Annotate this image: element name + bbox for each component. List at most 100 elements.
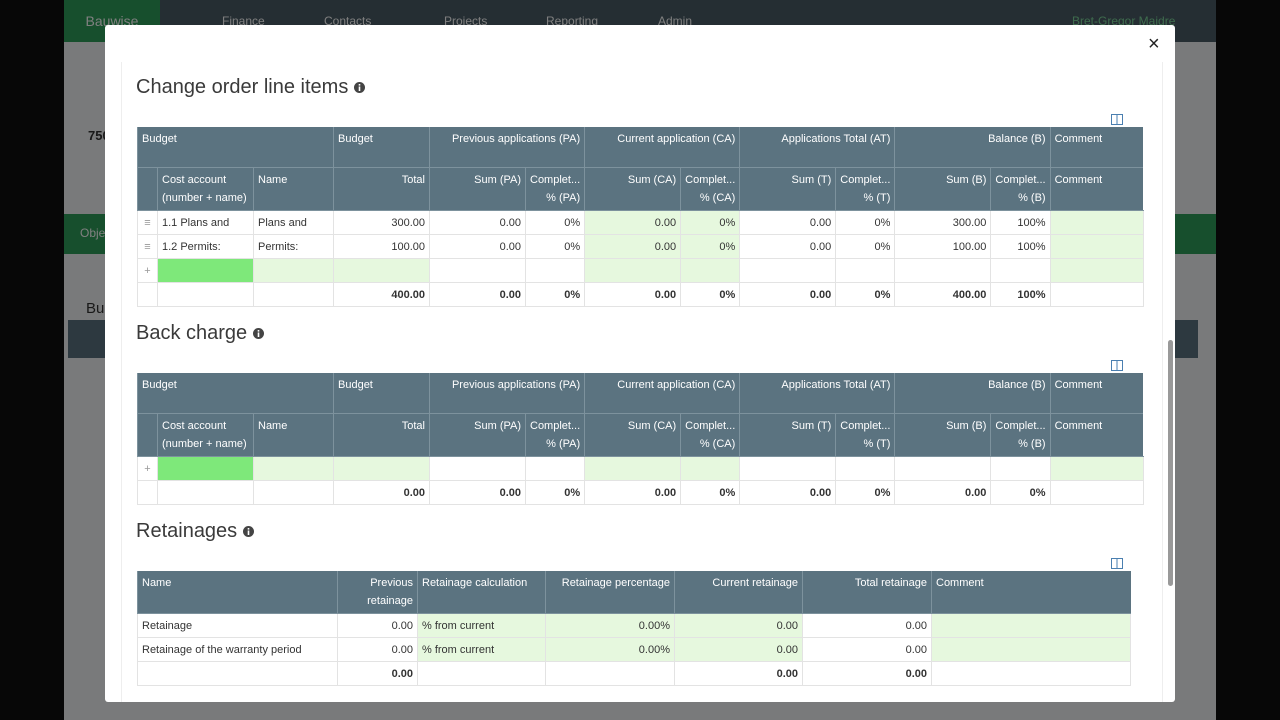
- cell: Plans and: [253, 210, 334, 235]
- table: Budget Budget Previous applications (PA) Cu…: [137, 373, 1144, 505]
- total-value: 0.00: [654, 288, 677, 301]
- back-charge-table: Budget Budget Previous applications (PA) Cu…: [137, 373, 1144, 505]
- total-row: 0.00 0.00 0% 0.00 0% 0.00 0% 0.00 0%: [137, 480, 1144, 505]
- cell: % from current: [417, 613, 546, 638]
- cell: [157, 282, 254, 307]
- input-cell: [333, 258, 430, 283]
- cell: 0%: [835, 234, 896, 259]
- column-header: Complet... % (T): [835, 167, 895, 211]
- group-header: Applications Total (AT): [739, 373, 895, 414]
- total-value: 0.00: [809, 486, 832, 499]
- cell: 0.00: [739, 234, 837, 259]
- cell: 300.00: [894, 210, 992, 235]
- cell: 0%: [524, 210, 586, 235]
- cell: [931, 637, 1131, 662]
- input-cell: [429, 258, 526, 283]
- group-header: Applications Total (AT): [739, 127, 895, 168]
- column-header: Name: [137, 571, 338, 614]
- total-cell: 0.00: [674, 661, 803, 686]
- column-toggle[interactable]: [1111, 114, 1123, 125]
- cell-value: 0.00: [905, 619, 927, 632]
- cell: [931, 613, 1131, 638]
- total-value: 0%: [1029, 486, 1046, 499]
- add-row: +: [137, 258, 1144, 283]
- total-value: 400.00: [952, 288, 987, 301]
- total-cell: [417, 661, 546, 686]
- cell: 0%: [680, 234, 741, 259]
- cell: Retainage of the warranty period: [137, 637, 338, 662]
- cell-value: 0.00: [391, 643, 413, 656]
- total-cell: 0.00: [802, 661, 932, 686]
- cell-value: 300.00: [952, 216, 987, 229]
- modal-body: [121, 62, 1163, 702]
- total-cell: 400.00: [894, 282, 992, 307]
- input-cell: [524, 456, 586, 481]
- column-header: Sum (T): [739, 413, 836, 457]
- group-header: Current application (CA): [584, 127, 740, 168]
- cell: 0.00: [337, 637, 418, 662]
- add-button[interactable]: +: [137, 456, 158, 481]
- total-cell: 0.00: [429, 282, 526, 307]
- drag-handle[interactable]: ≡: [137, 234, 158, 259]
- input-cell: [524, 258, 586, 283]
- total-cell: 0.00: [584, 282, 682, 307]
- total-cell: [137, 661, 338, 686]
- cell: 0.00: [802, 637, 932, 662]
- input-cell: [894, 456, 992, 481]
- cell-value: 0%: [874, 216, 891, 229]
- group-header: Budget: [333, 127, 430, 168]
- add-button[interactable]: +: [137, 258, 158, 283]
- column-header: Sum (CA): [584, 167, 681, 211]
- table: Name Previous retainage Retainage calculat…: [137, 571, 1131, 686]
- total-cell: 0%: [990, 480, 1051, 505]
- group-header: Comment: [1049, 373, 1144, 414]
- cell-value: 0.00: [905, 643, 927, 656]
- data-row: ≡ 1.2 Permits: Permits: 100.00 0.00 0% 0.00 0% 0…: [137, 234, 1144, 259]
- group-header-row: Budget Budget Previous applications (PA) Cu…: [137, 127, 1144, 168]
- total-cell: 0.00: [584, 480, 682, 505]
- section-title: Back charge: [136, 322, 265, 345]
- cell-value: 0%: [719, 240, 736, 253]
- column-header: Previous retainage: [337, 571, 418, 614]
- section-title: Change order line items: [136, 76, 366, 99]
- cell-value: 0.00%: [638, 643, 670, 656]
- drag-handle[interactable]: ≡: [137, 210, 158, 235]
- scrollbar[interactable]: [1168, 340, 1173, 586]
- cell: 1.2 Permits:: [157, 234, 254, 259]
- column-header: Name: [253, 413, 334, 457]
- group-header: Balance (B): [894, 127, 1051, 168]
- column-header: Total retainage: [802, 571, 932, 614]
- input-cell: [680, 258, 741, 283]
- column-toggle[interactable]: [1111, 360, 1123, 371]
- group-header: Budget: [333, 373, 430, 414]
- column-header: Comment: [1049, 413, 1144, 457]
- cell: 0.00: [739, 210, 837, 235]
- cell-value: 1.1 Plans and: [162, 216, 230, 229]
- close-button[interactable]: ×: [1148, 33, 1160, 55]
- group-header-row: Budget Budget Previous applications (PA) Cu…: [137, 373, 1144, 414]
- column-header-row: Cost account (number + name) Name Total Sum…: [137, 167, 1144, 211]
- cell-value: 100.00: [391, 240, 425, 253]
- total-value: 0%: [719, 288, 736, 301]
- column-header: Name: [253, 167, 334, 211]
- input-cell: [990, 258, 1051, 283]
- column-header: Retainage percentage: [545, 571, 675, 614]
- input-cell: [157, 258, 254, 283]
- cell-value: % from current: [422, 619, 495, 632]
- cell: 0%: [835, 210, 896, 235]
- input-cell: [429, 456, 526, 481]
- column-header-row: Name Previous retainage Retainage calculat…: [137, 571, 1131, 614]
- group-header: Current application (CA): [584, 373, 740, 414]
- total-value: 0.00: [403, 486, 425, 499]
- cell: [137, 480, 158, 505]
- total-cell: 0.00: [333, 480, 430, 505]
- column-toggle[interactable]: [1111, 558, 1123, 569]
- cell: [1049, 282, 1144, 307]
- column-header: Sum (T): [739, 167, 836, 211]
- total-value: 0.00: [499, 486, 521, 499]
- total-cell: 0%: [524, 480, 586, 505]
- cell-value: 0%: [874, 240, 891, 253]
- cell: 100%: [990, 234, 1051, 259]
- cell-value: 300.00: [391, 216, 425, 229]
- title-text: Retainages: [136, 520, 238, 542]
